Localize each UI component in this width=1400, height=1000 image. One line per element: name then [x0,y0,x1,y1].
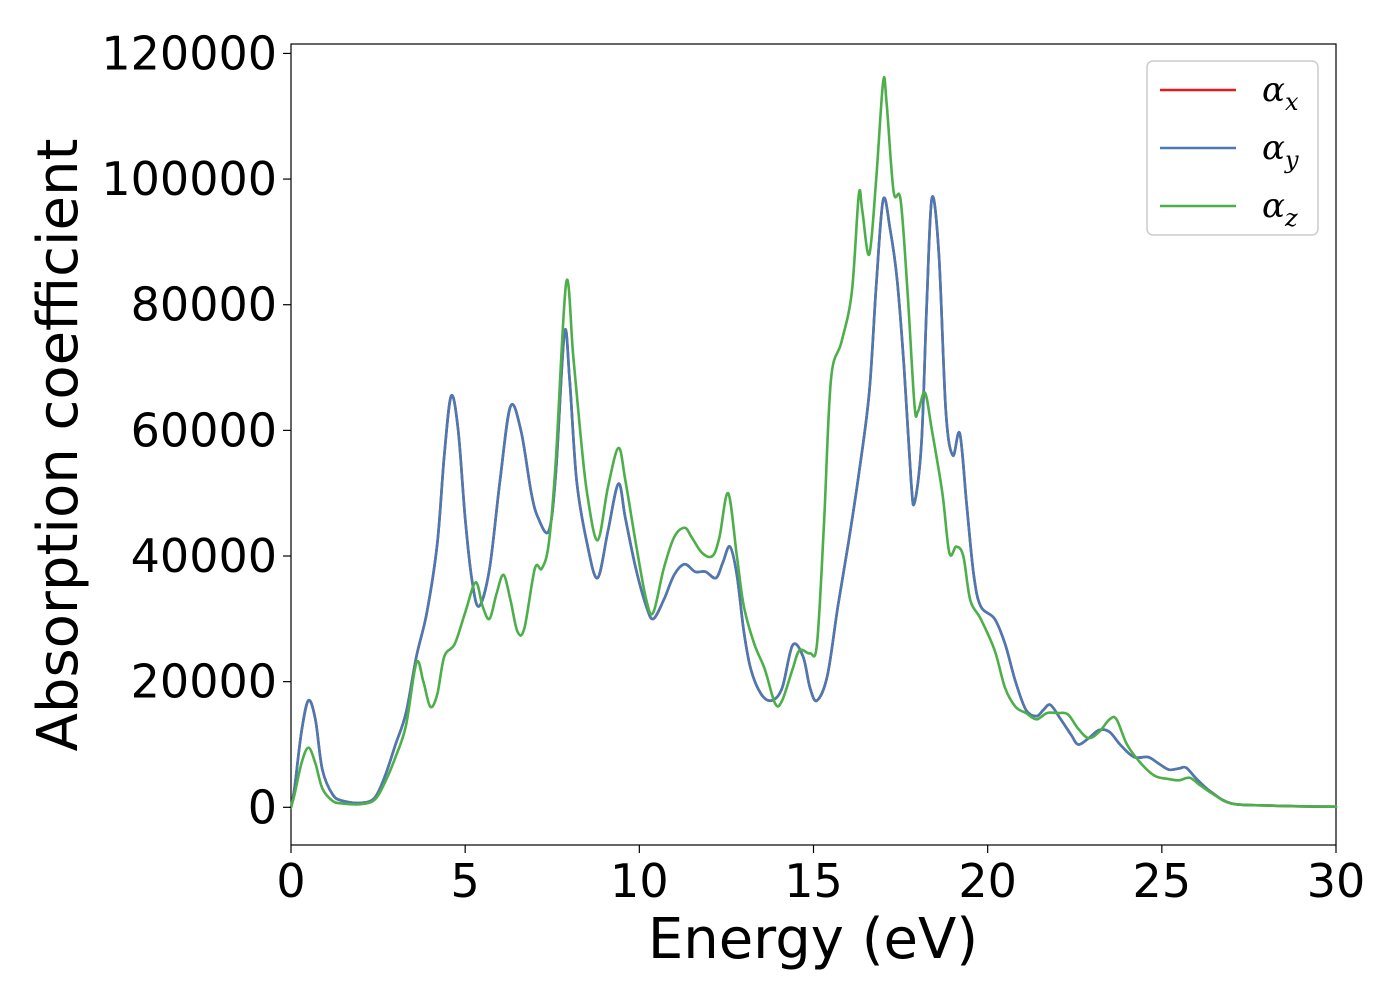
y-tick-label: 20000 [131,655,277,709]
x-tick-label: 0 [276,854,305,908]
x-tick-label: 5 [451,854,480,908]
x-tick-label: 25 [1133,854,1192,908]
x-tick-label: 20 [958,854,1017,908]
legend-subscript: x [1285,88,1299,116]
y-axis-ticks: 0 20000 40000 60000 80000 100000 120000 [101,26,291,834]
y-tick-label: 40000 [131,529,277,583]
y-axis-title: Absorption coefficient [26,139,91,752]
y-tick-label: 100000 [101,152,277,206]
legend-subscript: z [1284,204,1298,232]
y-tick-label: 120000 [101,26,277,80]
y-tick-label: 60000 [131,403,277,457]
x-tick-label: 15 [784,854,843,908]
legend-subscript: y [1284,146,1299,174]
y-tick-label: 0 [248,780,277,834]
x-tick-label: 30 [1307,854,1366,908]
series-lines [289,75,1338,809]
x-tick-label: 10 [610,854,669,908]
series-line-z [289,75,1338,809]
x-axis-title: Energy (eV) [648,907,978,972]
x-axis-ticks: 0 5 10 15 20 25 30 [276,845,1365,908]
y-tick-label: 80000 [131,278,277,332]
